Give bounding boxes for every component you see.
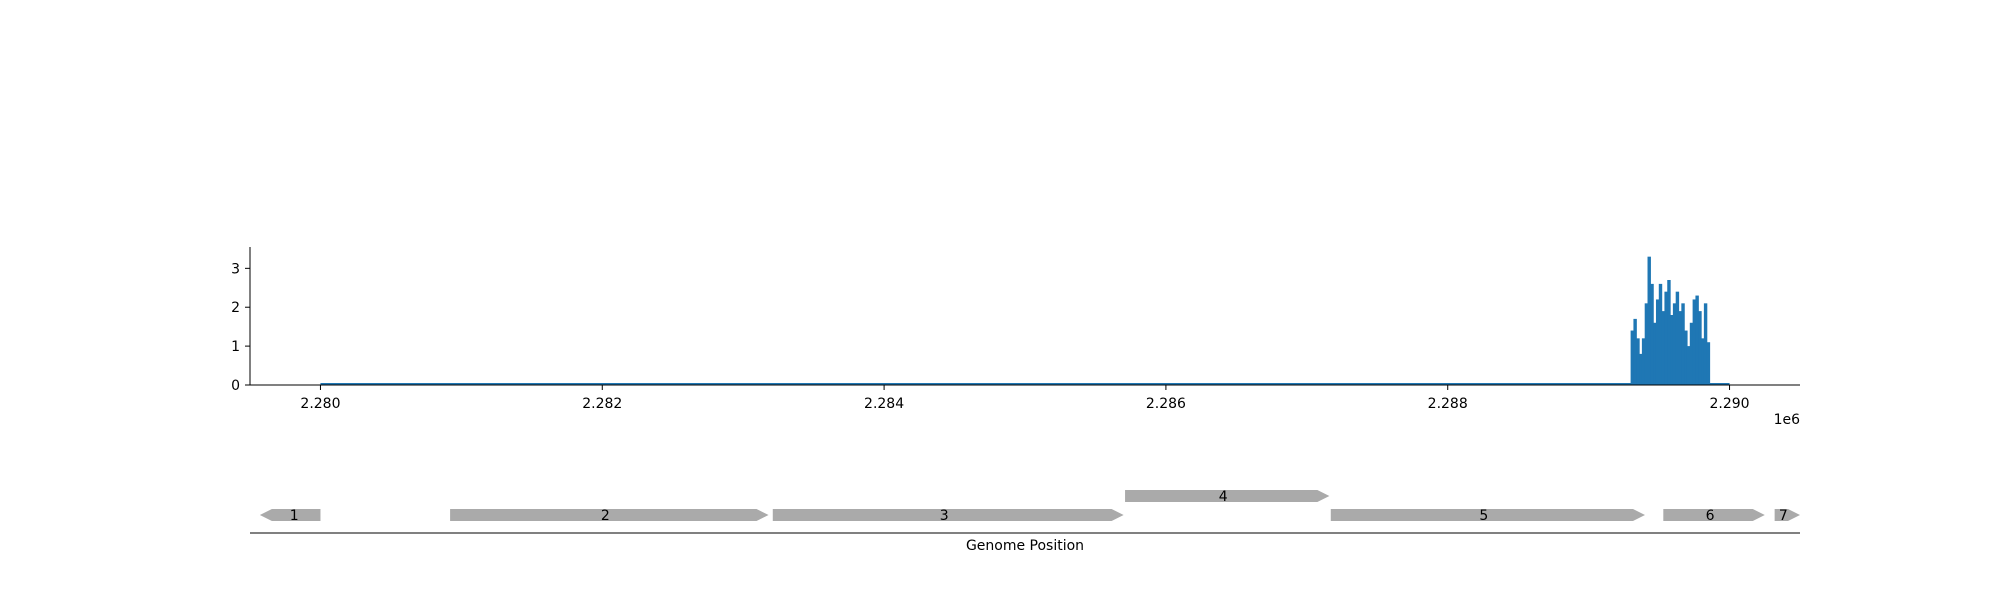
coverage-bar (1706, 342, 1711, 385)
coverage-bar (1653, 322, 1657, 385)
coverage-bar (1698, 311, 1702, 385)
gene-arrow (450, 509, 769, 521)
gene-arrow (1125, 490, 1330, 502)
coverage-bar (1695, 295, 1699, 385)
gene-label: 1 (290, 508, 299, 524)
plot-area (250, 245, 1800, 385)
x-tick-label: 2.284 (864, 396, 904, 412)
coverage-bar (1658, 283, 1663, 385)
coverage-plot: 2.280 2.282 2.284 2.286 2.288 2.290 0 1 2 3 1e6 (231, 245, 1800, 428)
coverage-bar (1684, 330, 1688, 385)
x-tick-label: 2.280 (300, 396, 340, 412)
coverage-bar (1689, 322, 1694, 385)
coverage-bar (1650, 283, 1654, 385)
coverage-bar (1636, 338, 1640, 385)
x-axis-label: Genome Position (966, 538, 1084, 554)
coverage-bar (1644, 303, 1649, 385)
coverage-bar (1692, 299, 1697, 385)
coverage-bar (1670, 315, 1674, 385)
gene-arrow (1330, 509, 1645, 521)
gene-label: 3 (940, 508, 949, 524)
x-axis-offset-label: 1e6 (1774, 412, 1801, 428)
coverage-bar (1701, 338, 1705, 385)
x-tick-label: 2.288 (1428, 396, 1468, 412)
coverage-bar (1655, 299, 1660, 385)
gene-label: 5 (1479, 508, 1488, 524)
x-tick-label: 2.282 (582, 396, 622, 412)
coverage-bar (1681, 303, 1685, 385)
coverage-bar (1686, 346, 1691, 385)
x-tick-label: 2.290 (1709, 396, 1749, 412)
gene-arrow (1774, 509, 1800, 521)
gene-arrows: 1 2 3 4 5 6 7 (259, 489, 1800, 524)
y-axis-ticks: 0 1 2 3 (231, 261, 250, 394)
coverage-bar (1675, 291, 1680, 385)
gene-label: 7 (1779, 508, 1788, 524)
y-tick-label: 1 (231, 339, 240, 355)
coverage-bar (1661, 311, 1666, 385)
coverage-bar (1664, 291, 1668, 385)
y-tick-label: 2 (231, 300, 240, 316)
coverage-bar (1641, 338, 1646, 385)
x-tick-label: 2.286 (1146, 396, 1186, 412)
coverage-bar (1703, 303, 1708, 385)
y-tick-label: 3 (231, 261, 240, 277)
coverage-series (320, 256, 1730, 385)
coverage-bar (1630, 330, 1635, 385)
gene-arrow (1663, 509, 1765, 521)
coverage-bar (1667, 280, 1671, 385)
coverage-bar (1639, 353, 1643, 385)
gene-arrow (772, 509, 1124, 521)
coverage-bar (1672, 303, 1677, 385)
coverage-bar (1647, 256, 1651, 385)
gene-label: 2 (601, 508, 610, 524)
gene-label: 4 (1219, 489, 1228, 505)
gene-label: 6 (1706, 508, 1715, 524)
gene-track: 1 2 3 4 5 6 7 Genome Position (250, 489, 1800, 554)
coverage-bar (1633, 318, 1637, 385)
gene-arrow (259, 509, 321, 521)
y-tick-label: 0 (231, 378, 240, 394)
coverage-bar (1678, 311, 1682, 385)
x-axis-ticks: 2.280 2.282 2.284 2.286 2.288 2.290 (300, 385, 1750, 412)
